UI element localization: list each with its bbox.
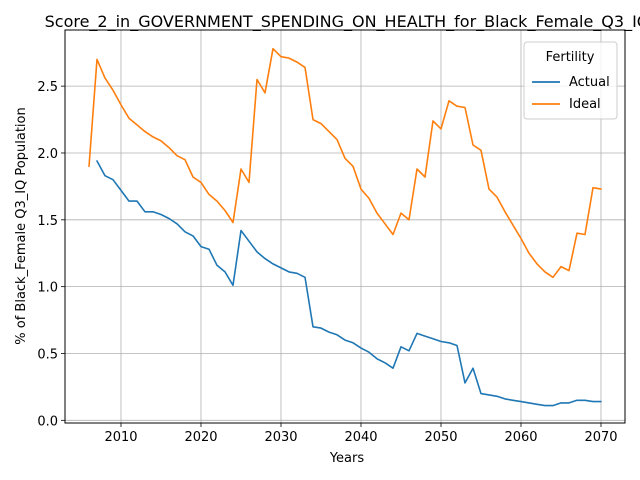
x-tick-label: 2040 (344, 430, 377, 445)
x-tick-label: 2030 (264, 430, 297, 445)
x-tick-label: 2010 (104, 430, 137, 445)
x-tick-label: 2020 (184, 430, 217, 445)
chart-title: Score_2_in_GOVERNMENT_SPENDING_ON_HEALTH… (45, 12, 640, 32)
x-tick-label: 2050 (424, 430, 457, 445)
y-axis-ticks: 0.0 0.5 1.0 1.5 2.0 2.5 (37, 80, 65, 429)
legend-label-actual: Actual (569, 75, 610, 90)
series-line-actual (96, 160, 602, 407)
x-axis-ticks: 2010 2020 2030 2040 2050 2060 2070 (104, 423, 618, 445)
x-axis-label: Years (329, 451, 365, 466)
y-tick-label: 0.0 (37, 414, 58, 429)
y-tick-label: 0.5 (37, 347, 58, 362)
legend: Fertility Actual Ideal (523, 41, 618, 120)
x-tick-label: 2070 (584, 430, 617, 445)
y-tick-label: 1.5 (37, 214, 58, 229)
legend-box (523, 41, 618, 120)
x-tick-label: 2060 (504, 430, 537, 445)
legend-label-ideal: Ideal (569, 97, 601, 112)
y-tick-label: 2.0 (37, 147, 58, 162)
y-tick-label: 1.0 (37, 281, 58, 296)
y-tick-label: 2.5 (37, 80, 58, 95)
series-line-ideal (88, 47, 602, 279)
plot-frame (64, 29, 626, 424)
grid (65, 30, 625, 423)
y-axis-label: % of Black_Female Q3_IQ Population (14, 107, 29, 344)
legend-title: Fertility (546, 50, 595, 65)
series-lines (88, 47, 602, 407)
